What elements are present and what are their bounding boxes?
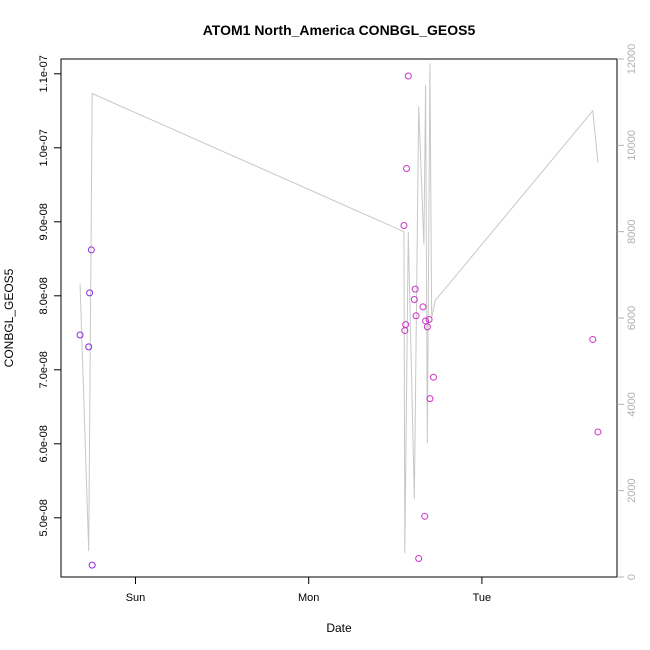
ticks-layer: Sun Mon Tue 5.0e-08 6.0e-08 7.0e-08 8.0e-08 9.0… xyxy=(38,44,638,604)
data-point xyxy=(412,312,420,320)
data-point xyxy=(594,428,602,436)
data-point xyxy=(85,343,93,351)
y-tick-label: 6.0e-08 xyxy=(38,425,50,462)
data-point xyxy=(419,303,427,311)
y2-tick-label: 2000 xyxy=(626,478,638,502)
data-point xyxy=(421,512,429,520)
y-tick-label: 9.0e-08 xyxy=(38,203,50,240)
data-point xyxy=(402,321,410,329)
data-point xyxy=(86,289,94,297)
y-tick-label: 7.0e-08 xyxy=(38,351,50,388)
x-axis-label: Date xyxy=(326,621,352,635)
y-tick-label: 5.0e-08 xyxy=(38,499,50,536)
data-point xyxy=(411,285,419,293)
y-tick-label: 8.0e-08 xyxy=(38,277,50,314)
data-point xyxy=(429,373,437,381)
data-point xyxy=(589,335,597,343)
line-layer xyxy=(79,63,599,554)
x-tick-label: Mon xyxy=(298,592,319,604)
y2-tick-label: 12000 xyxy=(626,44,638,75)
data-point xyxy=(76,331,84,339)
y2-tick-label: 4000 xyxy=(626,392,638,416)
data-point xyxy=(404,72,412,80)
data-point xyxy=(426,395,434,403)
data-point xyxy=(425,315,433,323)
data-point xyxy=(87,246,95,254)
y-tick-label: 1.1e-07 xyxy=(38,55,50,92)
data-point xyxy=(88,561,96,569)
data-point xyxy=(410,296,418,303)
x-tick-label: Sun xyxy=(126,592,146,604)
y-tick-label: 1.0e-07 xyxy=(38,129,50,166)
data-point xyxy=(423,323,431,331)
data-point xyxy=(400,222,408,229)
y-axis-label: CONBGL_GEOS5 xyxy=(2,268,16,367)
points-layer xyxy=(76,72,602,569)
y2-tick-label: 8000 xyxy=(626,219,638,243)
chart-title: ATOM1 North_America CONBGL_GEOS5 xyxy=(203,22,476,38)
data-point xyxy=(403,165,411,173)
y2-tick-label: 6000 xyxy=(626,306,638,330)
series-line xyxy=(79,63,599,554)
data-point xyxy=(415,555,423,562)
y2-tick-label: 0 xyxy=(626,574,638,580)
y2-tick-label: 10000 xyxy=(626,130,638,161)
x-tick-label: Tue xyxy=(473,592,492,604)
plot-frame xyxy=(60,58,618,578)
